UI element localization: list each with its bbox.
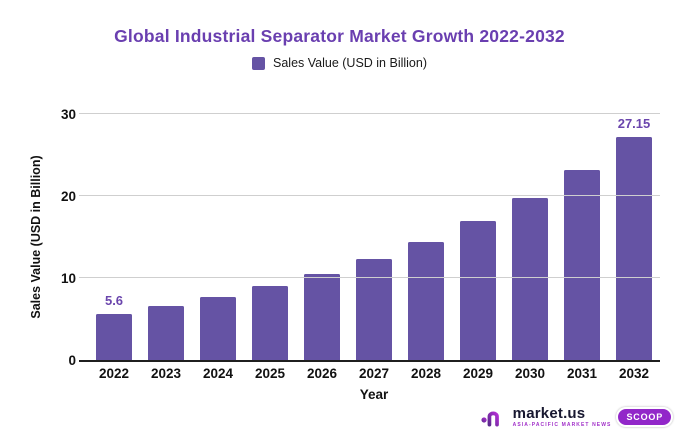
x-tick-2032: 2032 [618,366,650,381]
x-tick-2023: 2023 [150,366,182,381]
bar-2029 [460,221,496,360]
chart-canvas: Global Industrial Separator Market Growt… [0,26,679,433]
brand-logo: market.us ASIA-PACIFIC MARKET NEWS SCOOP [481,405,673,429]
brand-name: market.us [512,405,586,422]
brand-tagline: ASIA-PACIFIC MARKET NEWS [512,422,612,428]
x-tick-2028: 2028 [410,366,442,381]
bar-slot-2032: 27.15 [608,114,660,360]
bar-2022 [96,314,132,360]
legend-label: Sales Value (USD in Billion) [273,56,427,70]
y-tick-10: 10 [60,271,76,286]
x-tick-2027: 2027 [358,366,390,381]
marketus-logo-icon [481,408,505,427]
bar-2028 [408,241,444,360]
bar-slot-2030 [504,114,556,360]
bar-2030 [512,197,548,360]
x-axis-line [79,360,660,362]
bar-slot-2024 [192,114,244,360]
bar-2024 [200,297,236,360]
legend-swatch-icon [252,56,265,70]
bar-slot-2029 [452,114,504,360]
brand-badge: SCOOP [616,407,673,427]
bar-2032 [616,137,652,360]
legend: Sales Value (USD in Billion) [0,56,679,70]
plot-area: Sales Value (USD in Billion) 5.6 27.15 0 1… [29,107,660,368]
bar-slot-2022: 5.6 [88,114,140,360]
bar-slot-2023 [140,114,192,360]
gridline-20 [79,195,660,196]
gridline-10 [79,277,660,278]
bar-slot-2025 [244,114,296,360]
gridline-30 [79,113,660,114]
bars-container: 5.6 27.15 [88,114,660,360]
brand-text: market.us ASIA-PACIFIC MARKET NEWS [513,406,612,428]
bar-2031 [564,170,600,360]
x-tick-2026: 2026 [306,366,338,381]
bar-slot-2031 [556,114,608,360]
bar-2025 [252,286,288,360]
x-axis-labels: 2022 2023 2024 2025 2026 2027 2028 2029 2030 2031… [88,366,660,381]
bar-2026 [304,273,340,360]
chart-title: Global Industrial Separator Market Growt… [114,26,565,46]
bar-slot-2027 [348,114,400,360]
x-tick-2024: 2024 [202,366,234,381]
bar-slot-2028 [400,114,452,360]
bar-slot-2026 [296,114,348,360]
x-tick-2029: 2029 [462,366,494,381]
bar-2027 [356,258,392,360]
y-axis-title: Sales Value (USD in Billion) [29,155,43,319]
bar-value-label-2032: 27.15 [617,116,651,132]
x-tick-2025: 2025 [254,366,286,381]
y-tick-0: 0 [68,353,76,368]
x-tick-2030: 2030 [514,366,546,381]
y-tick-30: 30 [60,107,76,122]
x-tick-2031: 2031 [566,366,598,381]
x-axis-title: Year [359,387,389,402]
x-tick-2022: 2022 [98,366,130,381]
bar-value-label-2022: 5.6 [104,293,124,309]
bar-2023 [148,306,184,360]
y-tick-20: 20 [60,189,76,204]
